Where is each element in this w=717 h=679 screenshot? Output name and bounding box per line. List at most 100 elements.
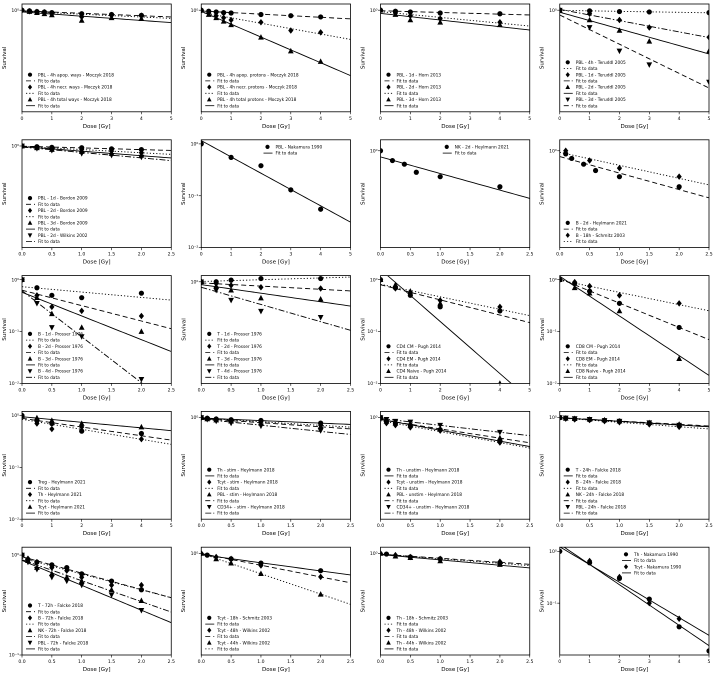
legend-entry: Th - Heylmann 2021	[37, 492, 82, 498]
data-point-series-2	[559, 548, 563, 555]
x-tick-label: 3	[648, 116, 651, 122]
legend-marker	[386, 505, 391, 510]
legend-entry: Fit to data	[38, 91, 60, 97]
data-point-series-3	[108, 14, 115, 21]
legend-entry: CD4 EM - Pugh 2014	[397, 356, 441, 362]
legend-entry: PBL - 2d - Teruddl 2005	[576, 85, 626, 91]
data-point-series-2	[108, 581, 115, 589]
x-axis-label: Dose [Gy]	[620, 260, 648, 266]
x-axis-label: Dose [Gy]	[620, 124, 648, 130]
data-point-series-2	[34, 558, 40, 566]
y-tick-label: 10⁰	[11, 277, 19, 283]
plot-area	[201, 550, 351, 605]
fit-line-series-3	[380, 554, 530, 569]
fit-line-series-2	[22, 418, 172, 445]
x-tick-label: 2.5	[168, 252, 175, 258]
x-tick-label: 0.0	[377, 252, 384, 258]
legend-marker	[207, 331, 212, 336]
fit-line-series-1	[201, 417, 351, 425]
legend-marker	[206, 96, 212, 102]
x-tick-label: 1	[588, 659, 591, 665]
data-point-series-3	[380, 7, 384, 13]
data-point-series-1	[676, 324, 682, 331]
data-point-series-3	[407, 554, 414, 561]
legend-entry: PBL - 1d - Teruddl 2005	[576, 72, 626, 78]
data-point-series-1	[138, 430, 144, 437]
data-point-series-3	[586, 290, 593, 296]
legend-entry: Fit to data	[397, 647, 419, 653]
fit-line-series-2	[559, 547, 709, 636]
legend-marker	[207, 343, 212, 349]
data-point-series-3	[138, 423, 145, 430]
plot-frame	[21, 139, 172, 249]
legend-marker	[27, 96, 33, 102]
plot-frame	[559, 275, 710, 384]
chart-panel-3: 0 1 2 3 4 5 10⁰ Dose [Gy] Survival PBL - 1d - Hor…	[361, 3, 531, 130]
legend-entry: Fit to data	[217, 350, 239, 356]
data-point-series-3	[706, 47, 709, 54]
legend-entry: PBL - 3d - Teruddl 2005	[576, 97, 626, 103]
x-axis-label: Dose [Gy]	[620, 395, 648, 401]
data-point-series-1	[592, 167, 599, 174]
x-tick-label: 1.0	[437, 659, 444, 665]
y-tick-label: 10⁰	[549, 148, 557, 154]
legend-marker	[386, 356, 391, 362]
data-point-series-4	[22, 277, 25, 283]
x-tick-label: 2.0	[496, 252, 503, 258]
legend-entry: Fit to data	[217, 498, 239, 504]
legend-marker	[27, 603, 33, 608]
data-point-series-3	[437, 557, 444, 564]
x-tick-label: 0.0	[377, 659, 384, 665]
data-point-series-2	[228, 555, 234, 563]
legend-entry: PBL - 2d - Bordon 2009	[38, 208, 88, 214]
data-point-series-1	[318, 14, 324, 20]
legend-entry: Fit to data	[217, 103, 239, 109]
data-point-series-4	[201, 415, 205, 421]
x-axis-label: Dose [Gy]	[620, 531, 648, 537]
fit-line-series-3	[22, 559, 172, 613]
data-point-series-2	[79, 307, 85, 315]
x-tick-label: 4	[498, 387, 501, 393]
legend-entry: Fit to data	[576, 91, 598, 97]
legend-entry: Fit to data	[38, 622, 60, 628]
data-point-series-3	[571, 284, 578, 291]
plot-frame	[559, 139, 710, 249]
plot-frame	[380, 139, 531, 249]
data-point-series-2	[64, 567, 70, 574]
chart-panel-18: 0.0 0.5 1.0 1.5 2.0 2.5 10⁰ Dose [Gy] Survival Tc…	[181, 546, 354, 673]
legend-marker	[206, 369, 212, 374]
legend-entry: PBL - 3d - Horn 2013	[397, 97, 442, 103]
fit-line-series-4	[22, 560, 172, 624]
data-point-series-3	[437, 425, 444, 432]
legend-entry: Fit to data	[576, 103, 598, 109]
x-tick-label: 0.5	[407, 659, 414, 665]
y-tick-label: 10⁻¹	[188, 193, 198, 199]
data-point-series-2	[49, 564, 55, 571]
plot-area	[380, 550, 530, 569]
x-tick-label: 0	[379, 116, 382, 122]
x-tick-label: 2.0	[138, 387, 145, 393]
fit-line-series-2	[559, 279, 709, 312]
legend-entry: Fit to data	[38, 202, 60, 208]
x-tick-label: 0.0	[198, 659, 205, 665]
x-axis-label: Dose [Gy]	[262, 531, 290, 537]
data-point-series-3	[108, 586, 115, 593]
fit-line-series-3	[201, 10, 351, 77]
chart-panel-6: 0 1 2 3 4 5 10⁰ 10⁻¹ 10⁻² Dose [Gy] Survival PBL - …	[181, 139, 352, 266]
x-tick-label: 1.5	[108, 252, 115, 258]
x-tick-label: 2.0	[496, 659, 503, 665]
data-point-series-4	[213, 287, 220, 294]
data-point-series-1	[318, 275, 324, 282]
data-point-series-3	[258, 570, 264, 577]
legend-entry: Fit to data	[397, 91, 419, 97]
data-point-series-4	[108, 152, 115, 159]
x-tick-label: 2	[80, 523, 83, 529]
legend-entry: PBL - 1d - Horn 2013	[397, 72, 442, 78]
x-tick-label: 1	[588, 387, 591, 393]
data-point-series-4	[383, 416, 390, 423]
y-axis-label: Survival	[2, 46, 8, 69]
